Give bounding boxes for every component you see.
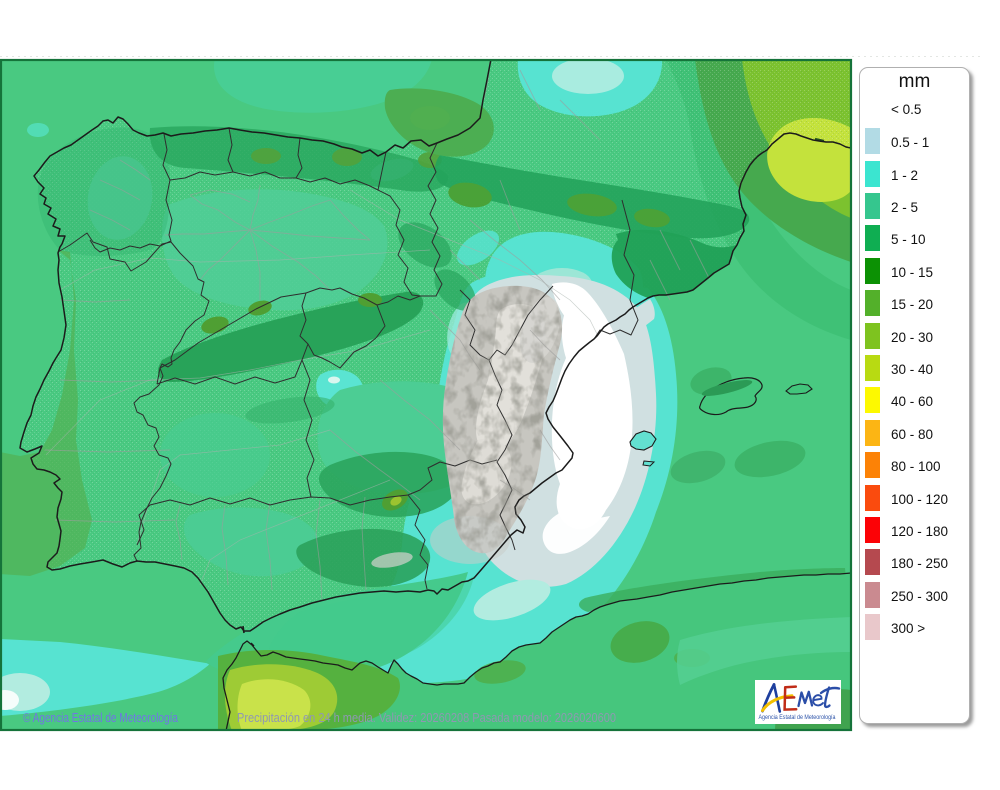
svg-text:Precipitación en 24 h media. V: Precipitación en 24 h media. Validez: 20…	[237, 710, 616, 725]
svg-text:© Agencia Estatal de Meteorolo: © Agencia Estatal de Meteorología	[23, 710, 179, 725]
svg-text:Agencia Estatal de Meteorologí: Agencia Estatal de Meteorología	[759, 715, 837, 721]
